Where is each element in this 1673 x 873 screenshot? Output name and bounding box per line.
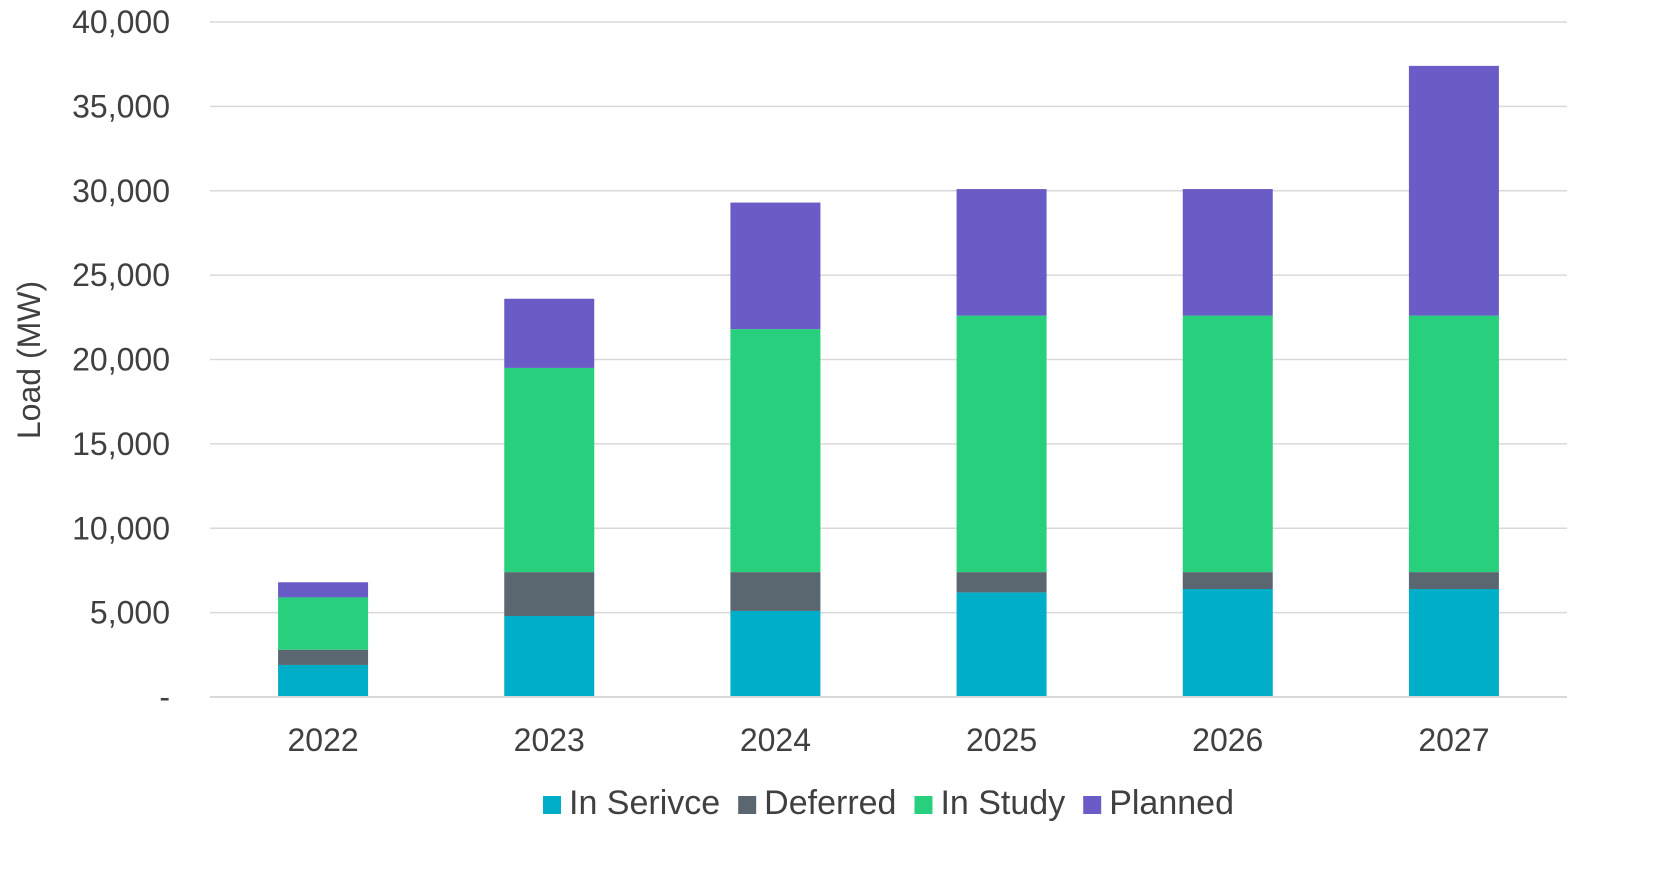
bar-segment-in-study	[1182, 315, 1273, 573]
y-axis-tick-labels: - 5,000 10,000 15,000 20,000 25,000 30,000 35,0…	[72, 4, 170, 715]
x-tick-label: 2023	[514, 722, 585, 758]
x-tick-label: 2022	[287, 722, 358, 758]
bar-segment-in-serivce	[278, 664, 369, 697]
x-tick-label: 2025	[966, 722, 1037, 758]
bar-segment-in-serivce	[956, 592, 1047, 697]
legend-label: Deferred	[764, 784, 896, 822]
bar-segment-deferred	[504, 572, 595, 616]
bar-segment-planned	[730, 202, 821, 330]
bar-segment-in-study	[956, 315, 1047, 573]
bars	[278, 65, 1499, 697]
bar-segment-deferred	[1408, 572, 1499, 589]
bar-segment-deferred	[956, 572, 1047, 593]
y-tick-label: 35,000	[72, 88, 170, 124]
bar-segment-in-serivce	[730, 610, 821, 697]
legend-swatch	[914, 796, 933, 814]
y-tick-label: -	[159, 679, 170, 715]
bar-segment-planned	[1182, 189, 1273, 316]
bar-segment-in-study	[504, 367, 595, 573]
bar-segment-planned	[504, 298, 595, 368]
legend-swatch	[543, 796, 562, 814]
bar-segment-deferred	[730, 572, 821, 611]
x-axis-tick-labels: 2022 2023 2024 2025 2026 2027	[287, 722, 1489, 758]
legend-swatch	[1083, 796, 1102, 814]
x-tick-label: 2027	[1418, 722, 1489, 758]
legend-label: Planned	[1109, 784, 1234, 822]
y-tick-label: 40,000	[72, 4, 170, 40]
bar-segment-deferred	[1182, 572, 1273, 589]
legend-swatch	[738, 796, 757, 814]
gridlines	[210, 21, 1567, 614]
legend: In Serivce Deferred In Study Planned	[543, 784, 1234, 822]
y-tick-label: 15,000	[72, 426, 170, 462]
bar-segment-planned	[278, 582, 369, 598]
x-tick-label: 2024	[740, 722, 811, 758]
bar-segment-in-study	[730, 329, 821, 573]
y-tick-label: 5,000	[90, 595, 170, 631]
legend-label: In Study	[940, 784, 1065, 822]
bar-segment-in-serivce	[504, 616, 595, 697]
y-tick-label: 20,000	[72, 342, 170, 378]
y-tick-label: 25,000	[72, 257, 170, 293]
x-tick-label: 2026	[1192, 722, 1263, 758]
bar-segment-deferred	[278, 649, 369, 665]
y-axis-title: Load (MW)	[11, 281, 47, 439]
bar-segment-planned	[1408, 65, 1499, 316]
bar-segment-in-study	[1408, 315, 1499, 573]
y-tick-label: 10,000	[72, 510, 170, 546]
y-tick-label: 30,000	[72, 173, 170, 209]
bar-segment-in-serivce	[1182, 589, 1273, 697]
bar-segment-in-serivce	[1408, 589, 1499, 697]
bar-segment-planned	[956, 189, 1047, 316]
bar-segment-in-study	[278, 597, 369, 650]
legend-label: In Serivce	[569, 784, 720, 822]
